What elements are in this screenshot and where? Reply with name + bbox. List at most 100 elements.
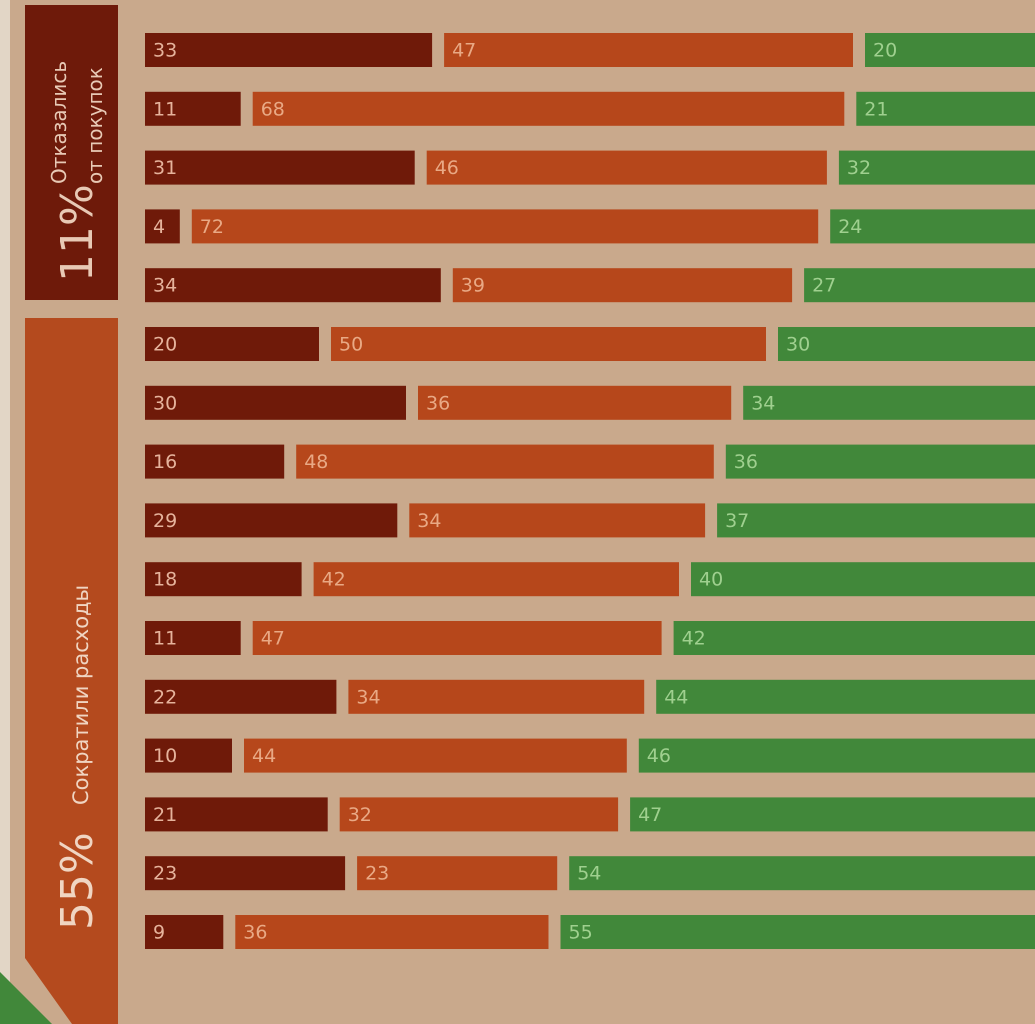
bar-segment — [569, 856, 1035, 891]
value-label: 21 — [864, 98, 888, 120]
value-label: 32 — [348, 804, 372, 826]
value-label: 34 — [751, 392, 775, 414]
bar-segment — [830, 209, 1035, 244]
bar-segment — [838, 150, 1035, 185]
value-label: 50 — [339, 334, 363, 356]
value-label: 47 — [261, 628, 285, 650]
bar-segment — [244, 738, 627, 773]
value-label: 16 — [153, 451, 177, 473]
box-refused — [25, 5, 118, 300]
bar-segment — [778, 327, 1035, 361]
bar-segment — [145, 268, 441, 303]
value-label: 27 — [812, 275, 836, 297]
annotation-line: Сократили расходы — [69, 585, 93, 805]
value-label: 42 — [682, 628, 706, 650]
value-label: 22 — [153, 686, 177, 708]
bar-segment — [331, 327, 766, 361]
value-label: 44 — [664, 686, 688, 708]
value-label: 48 — [304, 451, 328, 473]
value-label: 34 — [153, 275, 177, 297]
bar-segment — [444, 33, 853, 67]
bar-segment — [656, 679, 1035, 714]
bar-segment — [856, 91, 1035, 126]
bar-segment — [252, 91, 845, 126]
value-label: 30 — [153, 392, 177, 414]
value-label: 31 — [153, 157, 177, 179]
bar-segment — [235, 915, 549, 949]
bar-segment — [145, 503, 398, 538]
bar-segment — [804, 268, 1035, 303]
value-label: 44 — [252, 745, 276, 767]
bar-segment — [145, 797, 328, 832]
value-label: 40 — [699, 569, 723, 591]
annotation-line: Отказались — [47, 61, 71, 184]
bar-segment — [339, 797, 619, 832]
box-cut — [25, 318, 118, 1024]
value-label: 32 — [847, 157, 871, 179]
bar-segment — [191, 209, 819, 244]
bar-segment — [145, 738, 232, 773]
value-label: 11 — [153, 98, 177, 120]
value-label: 21 — [153, 804, 177, 826]
bar-segment — [145, 915, 224, 949]
bar-segment — [145, 679, 337, 714]
value-label: 34 — [417, 510, 441, 532]
bar-segment — [426, 150, 827, 185]
value-label: 47 — [452, 40, 476, 62]
corner-triangle — [0, 972, 52, 1024]
value-label: 36 — [734, 451, 758, 473]
value-label: 18 — [153, 569, 177, 591]
bar-segment — [296, 444, 714, 479]
value-label: 72 — [200, 216, 224, 238]
bar-segment — [145, 385, 406, 420]
value-label: 68 — [261, 98, 285, 120]
value-label: 37 — [725, 510, 749, 532]
bar-segment — [865, 33, 1035, 67]
value-label: 4 — [153, 216, 165, 238]
bar-segment — [145, 856, 346, 891]
bar-segment — [145, 444, 285, 479]
bar-segment — [725, 444, 1035, 479]
bar-segment — [357, 856, 558, 891]
value-label: 20 — [873, 40, 897, 62]
value-label: 30 — [786, 334, 810, 356]
bar-segment — [348, 679, 645, 714]
value-label: 20 — [153, 334, 177, 356]
value-label: 9 — [153, 922, 165, 944]
bar-segment — [452, 268, 793, 303]
value-label: 10 — [153, 745, 177, 767]
bar-segment — [673, 621, 1035, 655]
value-label: 39 — [461, 275, 485, 297]
bar-segment — [743, 385, 1035, 420]
value-label: 24 — [838, 216, 862, 238]
bar-segment — [691, 562, 1035, 597]
left-strip — [0, 0, 10, 1024]
bar-segment — [145, 327, 319, 361]
bar-segment — [560, 915, 1035, 949]
value-label: 36 — [243, 922, 267, 944]
annotation-value: 55% — [52, 832, 103, 930]
value-label: 34 — [356, 686, 380, 708]
bar-segment — [717, 503, 1035, 538]
bar-segment — [145, 209, 180, 244]
bar-segment — [313, 562, 679, 597]
bar-segment — [145, 562, 302, 597]
value-label: 54 — [577, 863, 601, 885]
bar-segment — [630, 797, 1035, 832]
value-label: 46 — [647, 745, 671, 767]
bar-segment — [409, 503, 706, 538]
value-label: 11 — [153, 628, 177, 650]
value-label: 23 — [365, 863, 389, 885]
value-label: 29 — [153, 510, 177, 532]
value-label: 55 — [569, 922, 593, 944]
bar-segment — [145, 91, 241, 126]
bar-segment — [145, 150, 415, 185]
annotation-line: от покупок — [83, 67, 107, 184]
annotation-value: 11% — [52, 184, 103, 282]
bar-segment — [638, 738, 1035, 773]
bar-segment — [145, 621, 241, 655]
value-label: 42 — [322, 569, 346, 591]
value-label: 36 — [426, 392, 450, 414]
